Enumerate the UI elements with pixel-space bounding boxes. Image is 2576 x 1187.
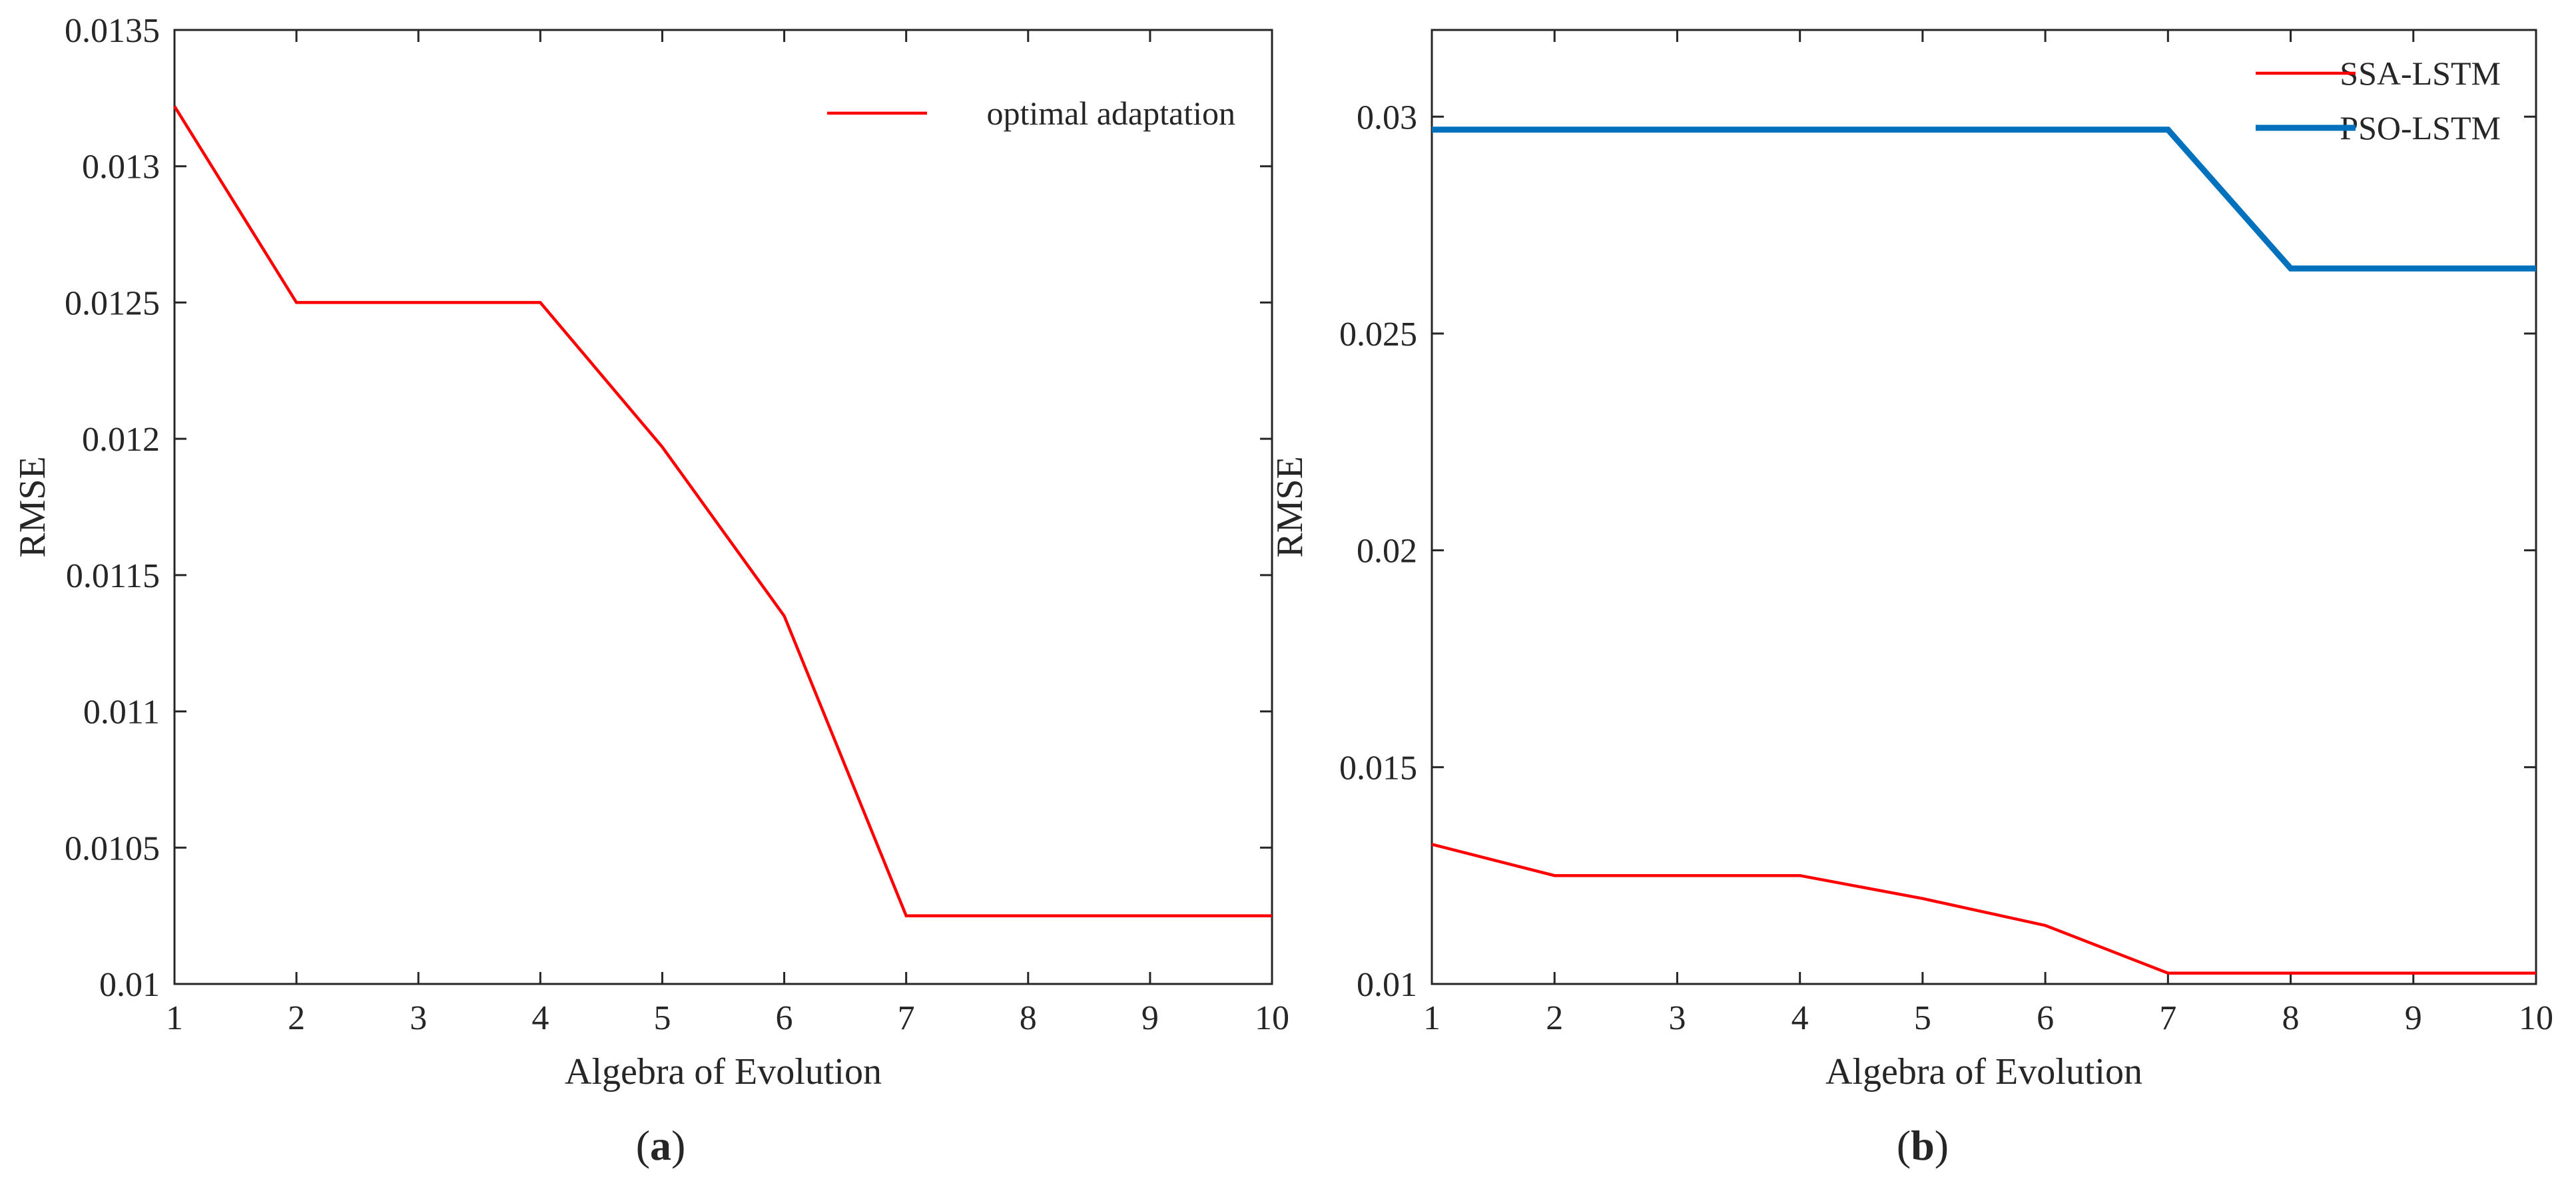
x-tick-label: 5 [1914, 999, 1931, 1037]
x-axis-label: Algebra of Evolution [565, 1051, 882, 1092]
x-tick-label: 2 [1546, 999, 1563, 1037]
y-axis-label: RMSE [12, 456, 53, 558]
y-tick-label: 0.02 [1357, 533, 1417, 571]
y-axis-label: RMSE [1269, 456, 1311, 558]
x-tick-label: 3 [1668, 999, 1686, 1037]
legend-label: PSO-LSTM [2340, 109, 2501, 146]
x-tick-label: 4 [1791, 999, 1809, 1037]
legend-label: optimal adaptation [986, 95, 1235, 132]
x-tick-label: 3 [410, 999, 427, 1037]
x-axis-label: Algebra of Evolution [1825, 1051, 2142, 1092]
y-tick-label: 0.0105 [65, 830, 160, 867]
x-tick-label: 10 [2519, 999, 2553, 1037]
y-tick-label: 0.011 [83, 694, 160, 732]
x-tick-label: 6 [2037, 999, 2054, 1037]
y-tick-label: 0.012 [82, 421, 160, 459]
y-tick-label: 0.0125 [65, 284, 160, 322]
y-tick-label: 0.0135 [65, 12, 160, 50]
axes-box [173, 29, 1273, 985]
panel-b-caption: (b) [1897, 1122, 1949, 1169]
x-tick-label: 7 [2159, 999, 2176, 1037]
x-tick-label: 7 [898, 999, 915, 1037]
axes-box [1431, 29, 2537, 985]
series-line-optimal-adaptation [173, 105, 1272, 917]
panel-a-letter: a [650, 1122, 671, 1169]
x-tick-label: 8 [2282, 999, 2300, 1037]
y-tick-label: 0.013 [82, 148, 160, 186]
x-tick-label: 5 [653, 999, 671, 1037]
x-tick-label: 9 [1141, 999, 1159, 1037]
chart-panel-a: 1 2 3 4 5 6 7 8 9 10 0.01 0.0105 0.011 0.0115 0.012 0.0… [12, 12, 1289, 1092]
y-tick-label: 0.025 [1339, 316, 1417, 354]
y-tick-label: 0.01 [1357, 966, 1417, 1004]
x-tick-label: 4 [531, 999, 549, 1037]
series-line-ssa-lstm [1431, 843, 2536, 975]
x-tick-label: 10 [1255, 999, 1289, 1037]
x-tick-label: 8 [1020, 999, 1037, 1037]
panel-b-letter: b [1911, 1122, 1935, 1169]
x-tick-label: 1 [166, 999, 183, 1037]
chart-panel-b: 1 2 3 4 5 6 7 8 9 10 0.01 0.015 0.02 0.025 0.03 Algebra… [1269, 29, 2553, 1092]
x-tick-label: 1 [1423, 999, 1441, 1037]
panel-a-caption: (a) [636, 1122, 686, 1169]
y-tick-label: 0.01 [99, 966, 160, 1004]
x-tick-label: 9 [2405, 999, 2422, 1037]
x-tick-label: 6 [776, 999, 793, 1037]
legend-label: SSA-LSTM [2340, 55, 2501, 92]
series-line-pso-lstm [1432, 126, 2536, 272]
y-tick-label: 0.015 [1339, 749, 1417, 787]
y-tick-label: 0.0115 [66, 557, 160, 595]
x-tick-label: 2 [288, 999, 305, 1037]
y-tick-label: 0.03 [1357, 99, 1417, 136]
